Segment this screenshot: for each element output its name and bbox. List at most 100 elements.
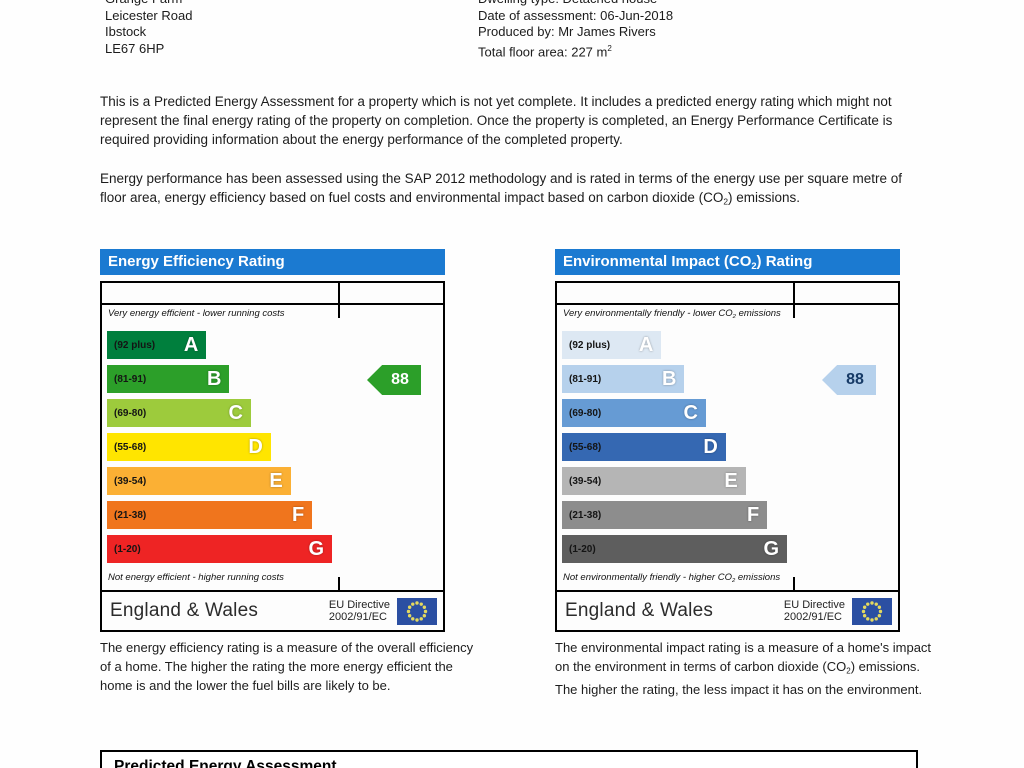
address-line-clipped: Grange Farm xyxy=(105,0,192,8)
band-row-c: (69-80) C xyxy=(107,399,251,427)
top-note: Very energy efficient - lower running co… xyxy=(108,308,285,320)
detail-line-date: Date of assessment: 06-Jun-2018 xyxy=(478,7,674,23)
band-row-g: (1-20) G xyxy=(562,535,788,563)
band-range-label: (1-20) xyxy=(569,543,596,555)
band-letter: G xyxy=(763,537,780,560)
divider-tick-bottom xyxy=(793,577,795,590)
chart-title-end: ) Rating xyxy=(756,253,813,270)
band-letter: F xyxy=(747,503,760,526)
bottom-note: Not environmentally friendly - higher CO… xyxy=(563,572,780,584)
address-line-postcode: LE67 6HP xyxy=(105,40,165,56)
band-letter: F xyxy=(292,503,305,526)
chart-footer: England & Wales EU Directive 2002/91/EC xyxy=(102,590,443,630)
band-row-e: (39-54) E xyxy=(562,467,746,495)
column-divider-line xyxy=(793,283,795,303)
property-address-block: Grange Farm Leicester Road Ibstock LE67 … xyxy=(105,0,192,57)
top-note-subscript: 2 xyxy=(732,313,736,320)
eu-directive-line2: 2002/91/EC xyxy=(328,611,387,623)
detail-line-clipped: Dwelling type: Detached house xyxy=(478,0,673,8)
band-letter: C xyxy=(228,401,243,424)
band-letter: A xyxy=(183,333,199,356)
band-range-label: (21-38) xyxy=(114,509,147,521)
eu-flag-icon xyxy=(852,597,892,625)
eu-directive-line2: 2002/91/EC xyxy=(783,611,842,623)
environmental-impact-description: The environmental impact rating is a mea… xyxy=(555,638,937,699)
band-range-label: (39-54) xyxy=(569,475,602,487)
band-row-b: (81-91) B xyxy=(107,365,230,393)
band-row-d: (55-68) D xyxy=(562,433,726,461)
chart-header-row xyxy=(557,283,898,305)
eu-directive-line1: EU Directive xyxy=(783,598,845,611)
divider-tick-bottom xyxy=(338,577,340,590)
band-row-d: (55-68) D xyxy=(107,433,271,461)
environmental-description-text: The environmental impact rating is a mea… xyxy=(555,640,932,674)
band-letter: D xyxy=(248,435,263,458)
band-letter: C xyxy=(683,401,698,424)
band-letter: G xyxy=(308,537,325,560)
environmental-impact-rating-chart: Environmental Impact (CO2) Rating Very e… xyxy=(555,249,900,632)
top-note-text: Very energy efficient - lower running co… xyxy=(108,308,285,319)
bottom-note-subscript: 2 xyxy=(731,577,736,584)
band-range-label: (92 plus) xyxy=(114,339,156,351)
band-range-label: (81-91) xyxy=(114,373,147,385)
intro-paragraph-2-end: ) emissions. xyxy=(728,190,801,205)
band-letter: E xyxy=(269,469,283,492)
band-row-e: (39-54) E xyxy=(107,467,291,495)
chart-title-subscript: 2 xyxy=(751,260,757,271)
eu-directive-line1: EU Directive xyxy=(328,598,390,611)
energy-efficiency-description: The energy efficiency rating is a measur… xyxy=(100,640,474,693)
band-row-b: (81-91) B xyxy=(562,365,685,393)
column-divider-line xyxy=(338,283,340,303)
energy-efficiency-rating-chart: Energy Efficiency Rating Very energy eff… xyxy=(100,249,445,632)
band-letter: D xyxy=(703,435,718,458)
region-label: England & Wales xyxy=(110,600,259,621)
rating-bands: (92 plus) A (81-91) B (69-80) C (55-68) D (3… xyxy=(562,331,893,569)
address-line-street: Leicester Road xyxy=(105,7,193,23)
floor-area-superscript: 2 xyxy=(607,43,612,53)
band-letter: B xyxy=(662,367,677,390)
band-letter: E xyxy=(724,469,738,492)
chart-frame: Very environmentally friendly - lower CO… xyxy=(555,281,900,632)
floor-area-text: Total floor area: 227 m xyxy=(478,43,608,59)
band-range-label: (1-20) xyxy=(114,543,141,555)
detail-line-producer: Produced by: Mr James Rivers xyxy=(478,24,656,39)
band-range-label: (55-68) xyxy=(569,441,602,453)
band-range-label: (69-80) xyxy=(114,407,147,419)
co2-subscript: 2 xyxy=(723,196,729,207)
assessment-details-block: Dwelling type: Detached house Date of as… xyxy=(478,0,673,60)
band-range-label: (92 plus) xyxy=(569,339,611,351)
band-range-label: (69-80) xyxy=(569,407,602,419)
eu-flag-icon xyxy=(397,597,437,625)
chart-header-row xyxy=(102,283,443,305)
band-range-label: (21-38) xyxy=(569,509,602,521)
environmental-description-end: ) emissions. The higher the rating, the … xyxy=(555,659,923,698)
bottom-note-end: emissions xyxy=(735,572,781,583)
bottom-note-text: Not environmentally friendly - higher CO xyxy=(563,572,732,583)
predicted-energy-assessment-section: Predicted Energy Assessment xyxy=(100,750,918,768)
band-row-f: (21-38) F xyxy=(107,501,313,529)
eu-directive-label: EU Directive 2002/91/EC xyxy=(784,599,845,624)
divider-tick-top xyxy=(338,305,340,318)
chart-title-text: Energy Efficiency Rating xyxy=(108,253,285,270)
top-note-text: Very environmentally friendly - lower CO xyxy=(563,308,733,319)
intro-paragraph-1: This is a Predicted Energy Assessment fo… xyxy=(100,94,893,147)
chart-title-bar: Environmental Impact (CO2) Rating xyxy=(555,249,900,275)
chart-title-text: Environmental Impact (CO xyxy=(563,253,752,270)
co2-subscript: 2 xyxy=(846,666,851,676)
detail-line-floor-area: Total floor area: 227 m2 xyxy=(478,41,673,61)
band-row-a: (92 plus) A xyxy=(107,331,207,359)
top-note-end: emissions xyxy=(735,308,781,319)
intro-paragraph-2: Energy performance has been assessed usi… xyxy=(100,169,928,212)
divider-tick-top xyxy=(793,305,795,318)
intro-paragraph-2-text: Energy performance has been assessed usi… xyxy=(100,171,902,205)
band-row-f: (21-38) F xyxy=(562,501,768,529)
eu-directive-label: EU Directive 2002/91/EC xyxy=(329,599,390,624)
band-letter: B xyxy=(207,367,222,390)
address-line-town: Ibstock xyxy=(105,24,147,39)
section-title: Predicted Energy Assessment xyxy=(114,758,337,768)
band-range-label: (81-91) xyxy=(569,373,602,385)
band-row-g: (1-20) G xyxy=(107,535,333,563)
top-note: Very environmentally friendly - lower CO… xyxy=(563,308,781,320)
band-row-a: (92 plus) A xyxy=(562,331,662,359)
